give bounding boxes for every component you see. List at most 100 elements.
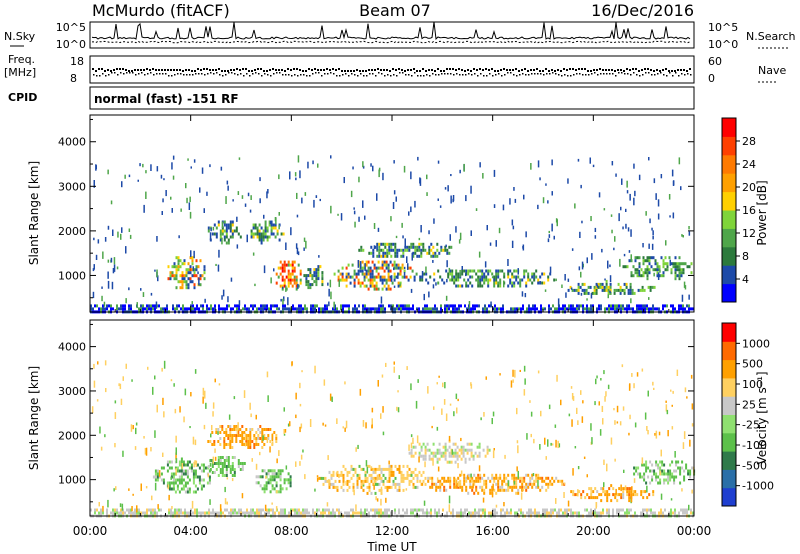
vel-cell bbox=[267, 434, 270, 437]
vel-cell bbox=[238, 511, 240, 515]
power-cell bbox=[181, 277, 184, 281]
vel-sparse-echo bbox=[492, 411, 495, 417]
vel-colorbar-swatch bbox=[722, 396, 736, 415]
vel-cell bbox=[162, 466, 165, 470]
power-cell bbox=[428, 245, 431, 249]
vel-cell bbox=[507, 485, 510, 489]
power-cell bbox=[680, 262, 683, 266]
power-sparse-echo bbox=[551, 159, 553, 166]
power-cell bbox=[175, 256, 178, 260]
power-cell bbox=[191, 262, 194, 266]
power-cell bbox=[459, 284, 462, 288]
vel-cell bbox=[454, 454, 457, 458]
vel-cell bbox=[422, 457, 425, 461]
x-axis-label: Time UT bbox=[366, 540, 417, 554]
vel-cell bbox=[414, 451, 417, 455]
vel-cell bbox=[180, 481, 183, 485]
vel-cell bbox=[232, 508, 234, 512]
vel-cell bbox=[259, 475, 262, 479]
power-cell bbox=[451, 275, 454, 279]
vel-cell bbox=[671, 472, 674, 476]
vel-cell bbox=[517, 488, 520, 492]
vel-cell bbox=[268, 508, 270, 512]
vel-cell bbox=[449, 479, 452, 483]
power-sparse-echo bbox=[567, 178, 569, 184]
power-cell bbox=[591, 291, 594, 295]
power-cell bbox=[674, 268, 677, 272]
vel-cell bbox=[588, 511, 590, 515]
freq-mark bbox=[674, 70, 676, 72]
freq-mark bbox=[425, 70, 427, 72]
power-cell bbox=[258, 232, 261, 236]
power-cell bbox=[412, 304, 414, 308]
power-cell bbox=[295, 281, 298, 285]
power-cell bbox=[383, 278, 386, 282]
power-cell bbox=[567, 288, 570, 292]
vel-cell bbox=[630, 493, 633, 497]
vel-cell bbox=[213, 443, 216, 446]
power-cell bbox=[343, 278, 346, 282]
power-cell bbox=[182, 304, 184, 308]
power-sparse-echo bbox=[161, 211, 163, 215]
vel-cell bbox=[561, 479, 564, 483]
power-cell bbox=[324, 304, 326, 308]
power-cell bbox=[650, 265, 653, 269]
vel-cell bbox=[231, 474, 234, 477]
vel-cell bbox=[462, 445, 465, 449]
power-cell bbox=[383, 263, 386, 267]
freq-mark bbox=[119, 68, 121, 70]
vel-cell bbox=[362, 511, 364, 515]
power-cell bbox=[359, 284, 362, 288]
power-cell bbox=[547, 275, 550, 279]
vel-cell bbox=[316, 508, 318, 512]
power-sparse-echo bbox=[189, 196, 191, 203]
power-cell bbox=[260, 241, 263, 245]
power-cell bbox=[317, 268, 320, 272]
power-sparse-echo bbox=[611, 229, 613, 234]
power-cell bbox=[541, 272, 544, 276]
power-cell bbox=[654, 262, 657, 266]
power-cell bbox=[254, 232, 257, 236]
power-cell bbox=[250, 304, 252, 308]
nave-mark bbox=[156, 73, 158, 75]
vel-cell bbox=[477, 476, 480, 480]
vel-cell bbox=[661, 472, 664, 476]
power-sparse-echo bbox=[498, 227, 501, 234]
nave-mark bbox=[666, 75, 668, 77]
vel-cell bbox=[356, 511, 358, 515]
vel-cell bbox=[257, 481, 260, 485]
vel-sparse-echo bbox=[624, 485, 627, 491]
power-cell bbox=[395, 263, 398, 267]
vel-cell bbox=[679, 472, 682, 476]
power-cell bbox=[530, 307, 532, 311]
power-cell bbox=[426, 304, 428, 308]
vel-cell bbox=[495, 491, 498, 495]
vel-cell bbox=[486, 445, 489, 449]
power-cell bbox=[372, 251, 375, 255]
power-cell bbox=[477, 284, 480, 288]
vel-cell bbox=[202, 466, 205, 470]
power-cell bbox=[339, 272, 342, 276]
power-cell bbox=[172, 304, 174, 308]
power-cell bbox=[395, 275, 398, 279]
power-cell bbox=[537, 278, 540, 282]
power-cell bbox=[452, 304, 454, 308]
power-sparse-echo bbox=[330, 155, 332, 159]
vel-cell bbox=[94, 511, 96, 515]
power-sparse-echo bbox=[657, 272, 660, 280]
vel-cell bbox=[200, 484, 203, 488]
vel-cell bbox=[568, 508, 570, 512]
vel-sparse-echo bbox=[613, 408, 615, 411]
vel-cell bbox=[398, 470, 401, 474]
power-cell bbox=[282, 304, 284, 308]
vel-cell bbox=[586, 508, 588, 512]
power-cell bbox=[281, 269, 284, 273]
vel-cell bbox=[404, 476, 407, 480]
power-cell bbox=[517, 275, 520, 279]
vel-cell bbox=[469, 473, 472, 477]
vel-cell bbox=[130, 511, 132, 515]
power-cell bbox=[349, 281, 352, 285]
vel-cell bbox=[336, 470, 339, 474]
vel-cell bbox=[374, 467, 377, 471]
power-cell bbox=[646, 277, 649, 281]
